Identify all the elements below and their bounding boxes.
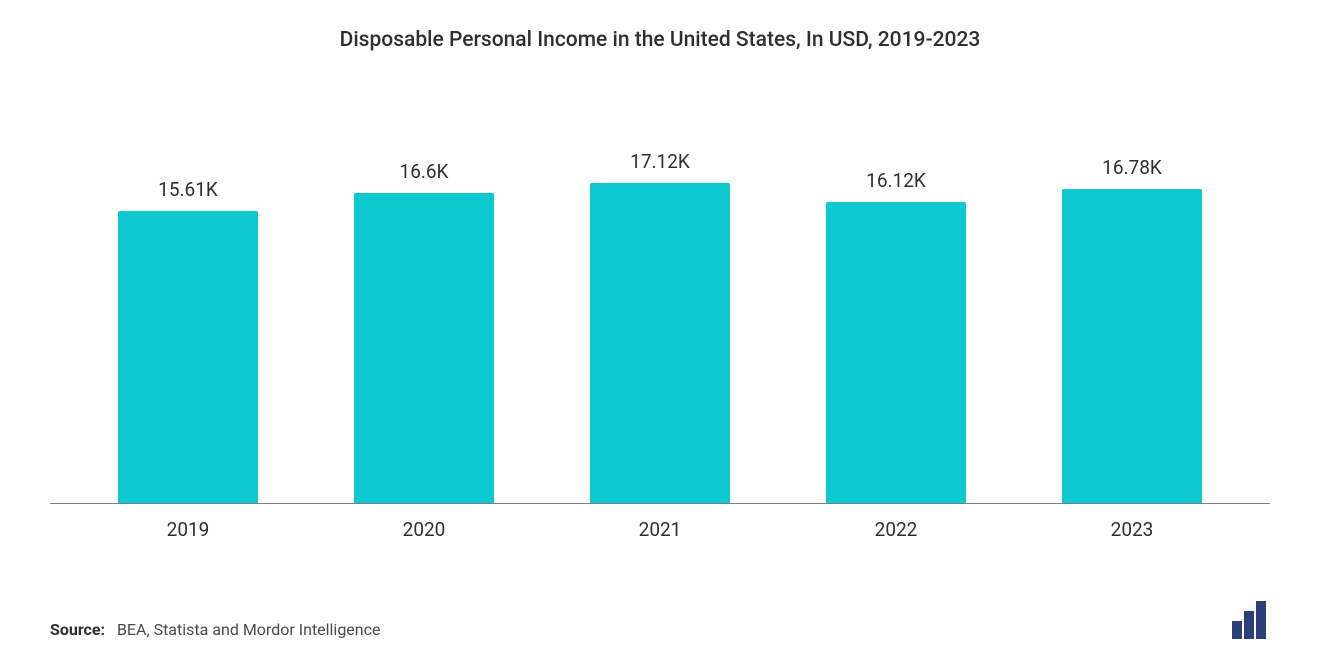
chart-container: Disposable Personal Income in the United…	[0, 0, 1320, 665]
chart-title: Disposable Personal Income in the United…	[50, 28, 1270, 52]
x-tick: 2019	[108, 518, 268, 541]
x-tick: 2022	[816, 518, 976, 541]
bar	[826, 202, 966, 503]
bar-group: 16.78K	[1052, 156, 1212, 503]
plot-area: 15.61K 16.6K 17.12K 16.12K 16.78K	[50, 132, 1270, 504]
data-label: 16.6K	[400, 160, 449, 183]
data-label: 16.78K	[1102, 156, 1162, 179]
bar-group: 16.12K	[816, 169, 976, 503]
logo-bar-icon	[1256, 601, 1266, 639]
bar	[590, 183, 730, 503]
x-tick: 2020	[344, 518, 504, 541]
x-tick: 2023	[1052, 518, 1212, 541]
bar	[354, 193, 494, 503]
source-line: Source: BEA, Statista and Mordor Intelli…	[50, 620, 380, 639]
source-label: Source:	[50, 620, 105, 639]
logo-bar-icon	[1232, 621, 1242, 639]
bar-group: 17.12K	[580, 150, 740, 503]
data-label: 16.12K	[866, 169, 926, 192]
data-label: 17.12K	[630, 150, 690, 173]
bar-group: 15.61K	[108, 178, 268, 503]
data-label: 15.61K	[158, 178, 218, 201]
bar	[1062, 189, 1202, 503]
brand-logo	[1232, 601, 1270, 639]
bar-group: 16.6K	[344, 160, 504, 503]
logo-bar-icon	[1244, 611, 1254, 639]
footer: Source: BEA, Statista and Mordor Intelli…	[50, 601, 1270, 645]
x-tick: 2021	[580, 518, 740, 541]
source-text: BEA, Statista and Mordor Intelligence	[117, 620, 381, 639]
x-axis: 2019 2020 2021 2022 2023	[50, 504, 1270, 541]
bar	[118, 211, 258, 503]
